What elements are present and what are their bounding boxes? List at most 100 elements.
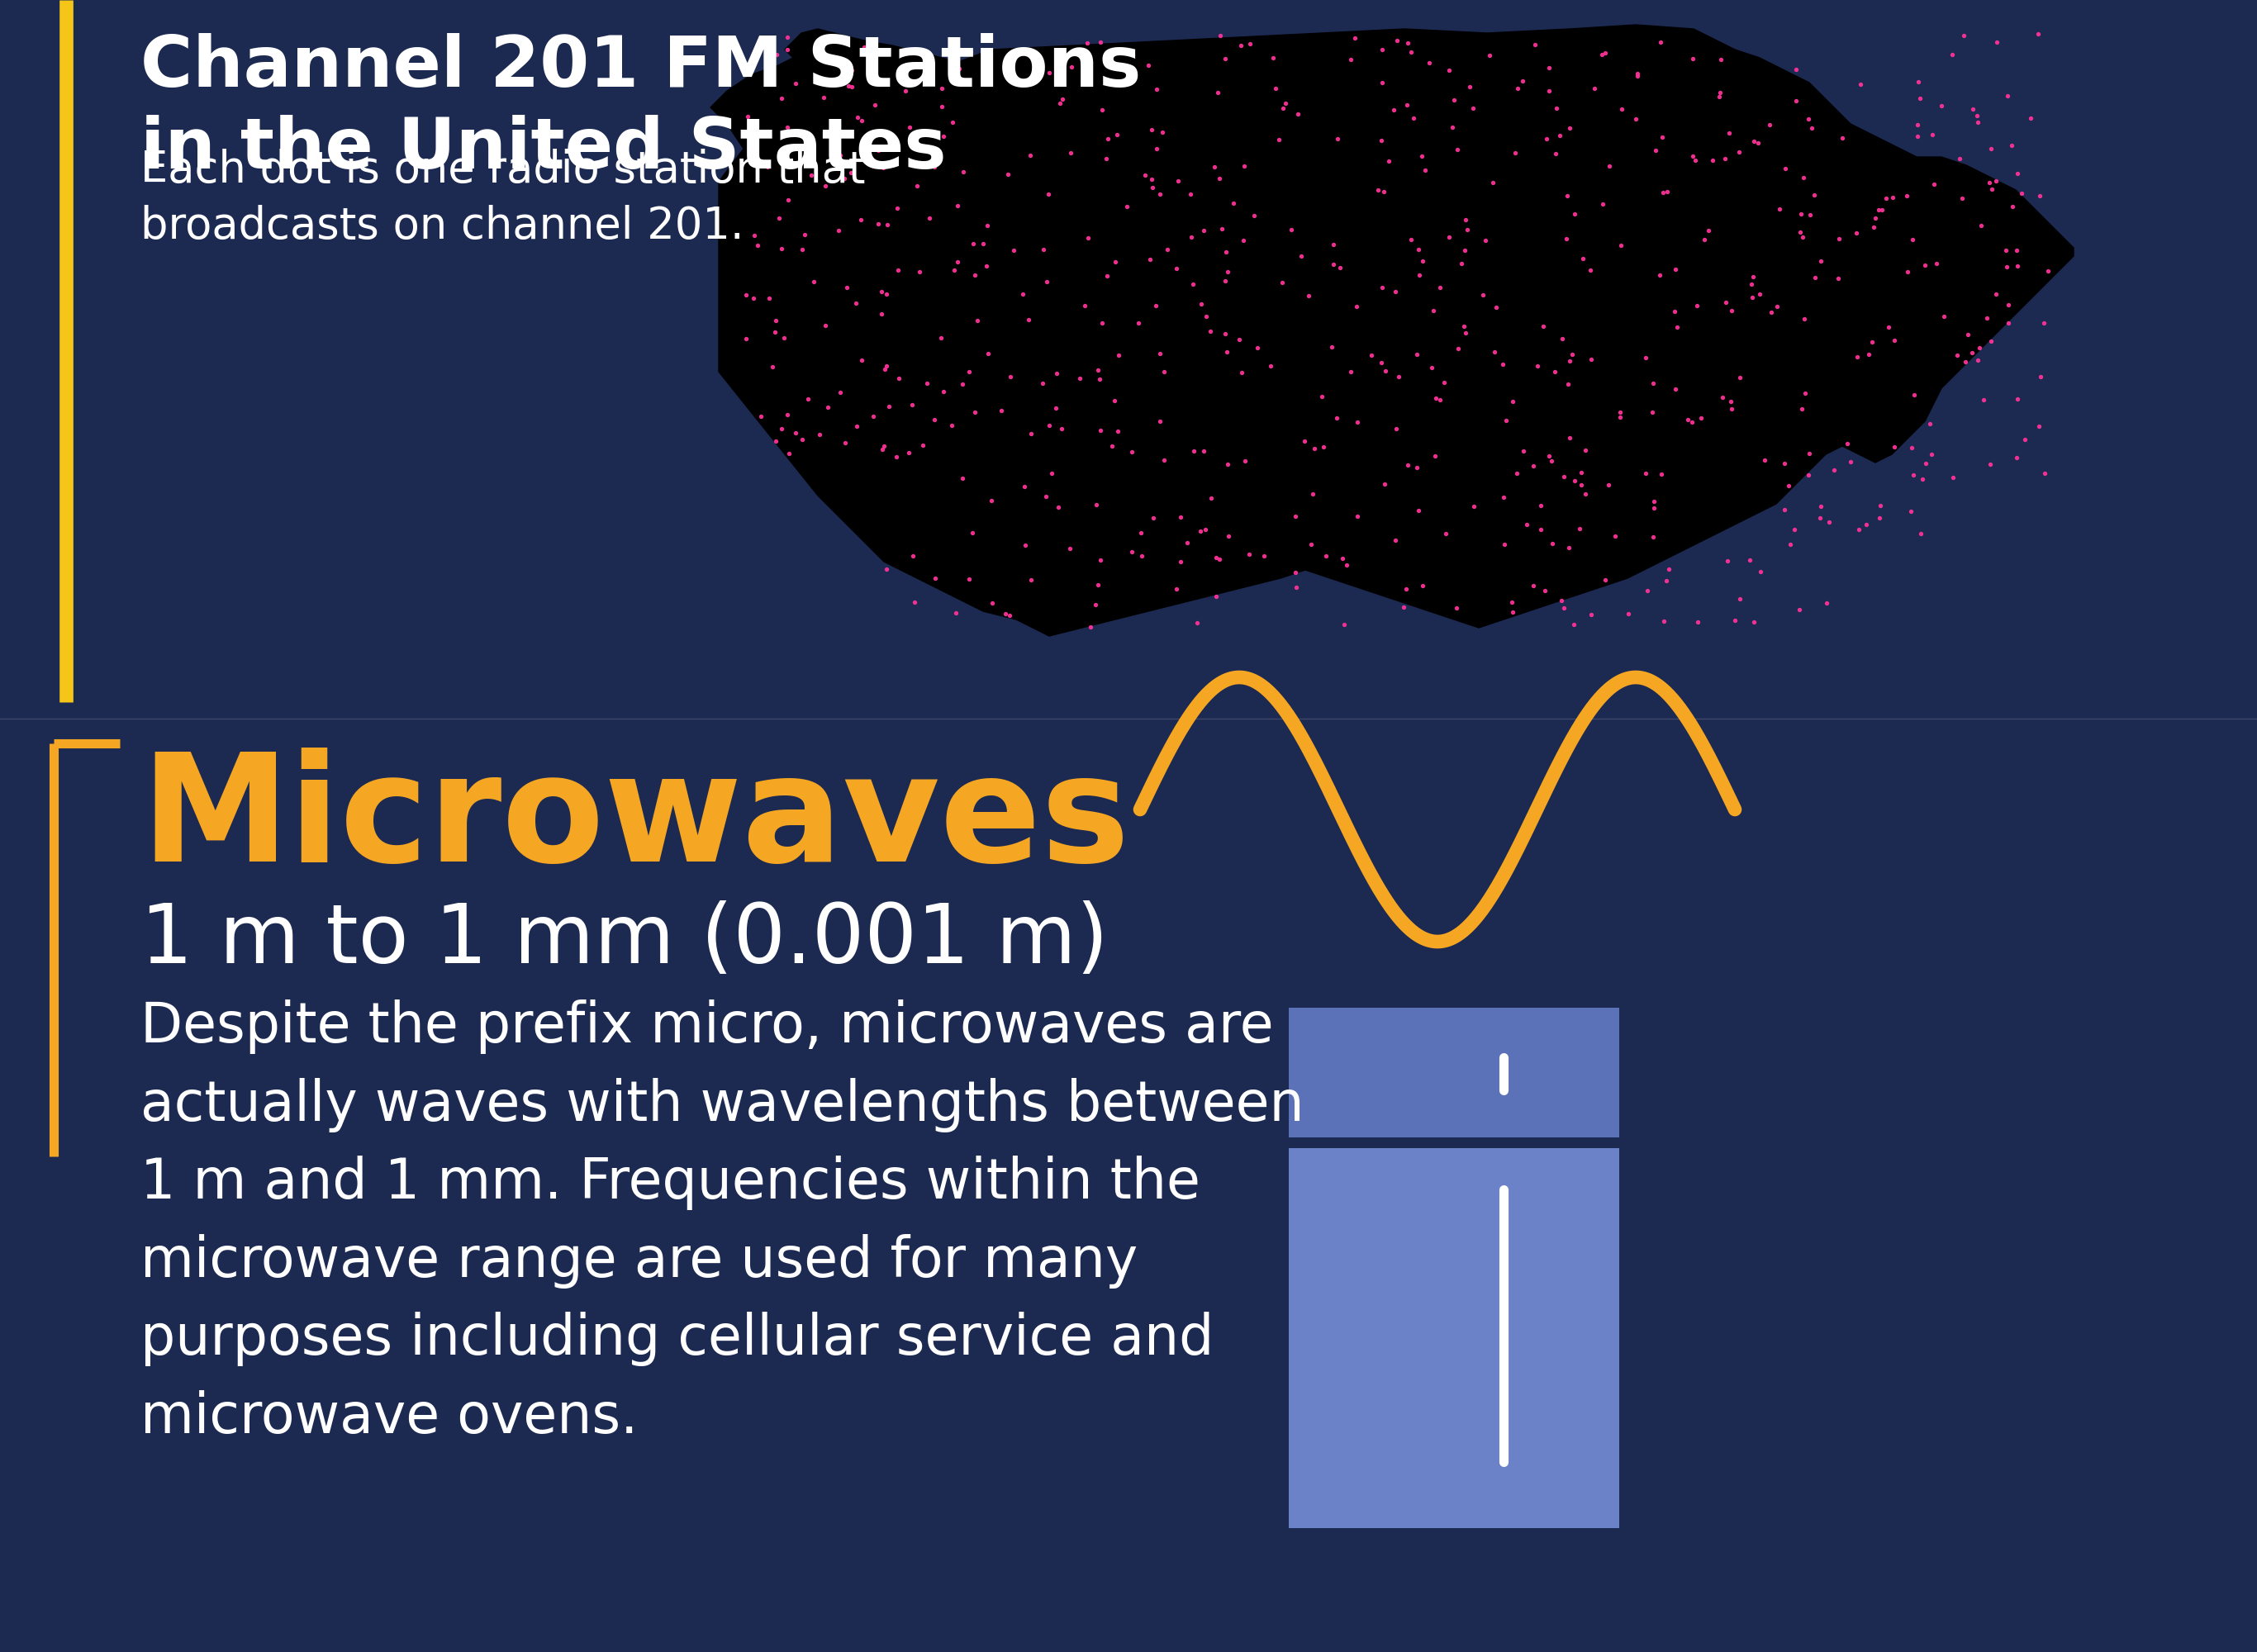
Point	[869, 555, 905, 582]
Point	[1855, 215, 1891, 241]
Point	[1277, 575, 1314, 601]
Point	[1404, 248, 1440, 274]
Point	[1088, 263, 1124, 289]
Point	[1011, 142, 1047, 169]
Point	[1514, 453, 1551, 479]
Point	[1140, 135, 1176, 162]
Point	[1754, 299, 1790, 325]
Point	[1790, 461, 1826, 487]
Point	[1194, 486, 1230, 512]
Point	[1602, 403, 1639, 430]
Point	[950, 358, 986, 385]
Point	[1740, 129, 1776, 155]
Point	[959, 307, 995, 334]
Point	[1650, 178, 1686, 205]
Point	[1474, 169, 1510, 195]
Point	[1323, 254, 1359, 281]
Point	[810, 393, 846, 420]
Point	[1555, 611, 1591, 638]
Point	[1627, 345, 1663, 372]
Point	[808, 172, 844, 198]
Point	[1388, 577, 1424, 603]
Point	[880, 258, 916, 284]
Point	[1494, 588, 1530, 615]
Point	[1083, 30, 1119, 56]
Point	[952, 40, 989, 66]
Point	[1183, 291, 1219, 317]
Point	[1925, 304, 1961, 330]
Point	[1914, 441, 1950, 468]
Point	[887, 78, 923, 104]
Point	[1546, 595, 1582, 621]
Point	[1404, 144, 1440, 170]
Point	[1415, 297, 1451, 324]
Point	[1388, 91, 1424, 117]
Point	[1988, 253, 2025, 279]
Point	[1934, 464, 1970, 491]
Point	[1393, 38, 1429, 64]
Point	[1898, 111, 1934, 137]
Point	[1226, 448, 1262, 474]
Point	[858, 93, 894, 119]
Point	[1941, 145, 1977, 172]
Point	[1609, 600, 1645, 626]
Point	[1562, 515, 1598, 542]
Point	[968, 213, 1004, 240]
Point	[822, 218, 858, 244]
Point	[1528, 578, 1564, 605]
Point	[1447, 238, 1483, 264]
Point	[1314, 334, 1350, 360]
Point	[756, 319, 792, 345]
Point	[2020, 413, 2056, 439]
Point	[1088, 145, 1124, 172]
Point	[1821, 225, 1858, 251]
Point	[1273, 216, 1309, 243]
Point	[1210, 258, 1246, 284]
Point	[1747, 446, 1783, 472]
Point	[1788, 380, 1824, 406]
Point	[1803, 494, 1839, 520]
Point	[1108, 193, 1144, 220]
Point	[1083, 309, 1119, 335]
Point	[1864, 197, 1900, 223]
Point	[770, 25, 806, 51]
Point	[934, 411, 971, 438]
Point	[1546, 463, 1582, 489]
Point	[1988, 238, 2025, 264]
Point	[1584, 41, 1621, 68]
Point	[1907, 251, 1943, 278]
Point	[1422, 387, 1458, 413]
Point	[1142, 408, 1178, 434]
Point	[1239, 334, 1275, 360]
Point	[867, 433, 903, 459]
Point	[1508, 510, 1544, 537]
Point	[1519, 354, 1555, 380]
Point	[1158, 256, 1194, 282]
Point	[1296, 436, 1332, 463]
Point	[916, 406, 952, 433]
Point	[1564, 244, 1600, 271]
Point	[1007, 474, 1043, 501]
Point	[1961, 334, 1997, 360]
Point	[1591, 471, 1627, 497]
Point	[761, 205, 797, 231]
Point	[925, 378, 961, 405]
Point	[1869, 185, 1905, 211]
Point	[1797, 264, 1833, 291]
Point	[1072, 613, 1108, 639]
Point	[860, 137, 896, 164]
Point	[1083, 418, 1119, 444]
Point	[1264, 269, 1300, 296]
Point	[1316, 231, 1352, 258]
Point	[1286, 428, 1323, 454]
Point	[1262, 126, 1298, 152]
Point	[1027, 484, 1063, 510]
Point	[779, 71, 815, 97]
Point	[1413, 355, 1449, 382]
Point	[1551, 534, 1587, 560]
Point	[1485, 532, 1521, 558]
Point	[1305, 383, 1341, 410]
Point	[862, 279, 898, 306]
Point	[1447, 314, 1483, 340]
Point	[984, 398, 1020, 425]
